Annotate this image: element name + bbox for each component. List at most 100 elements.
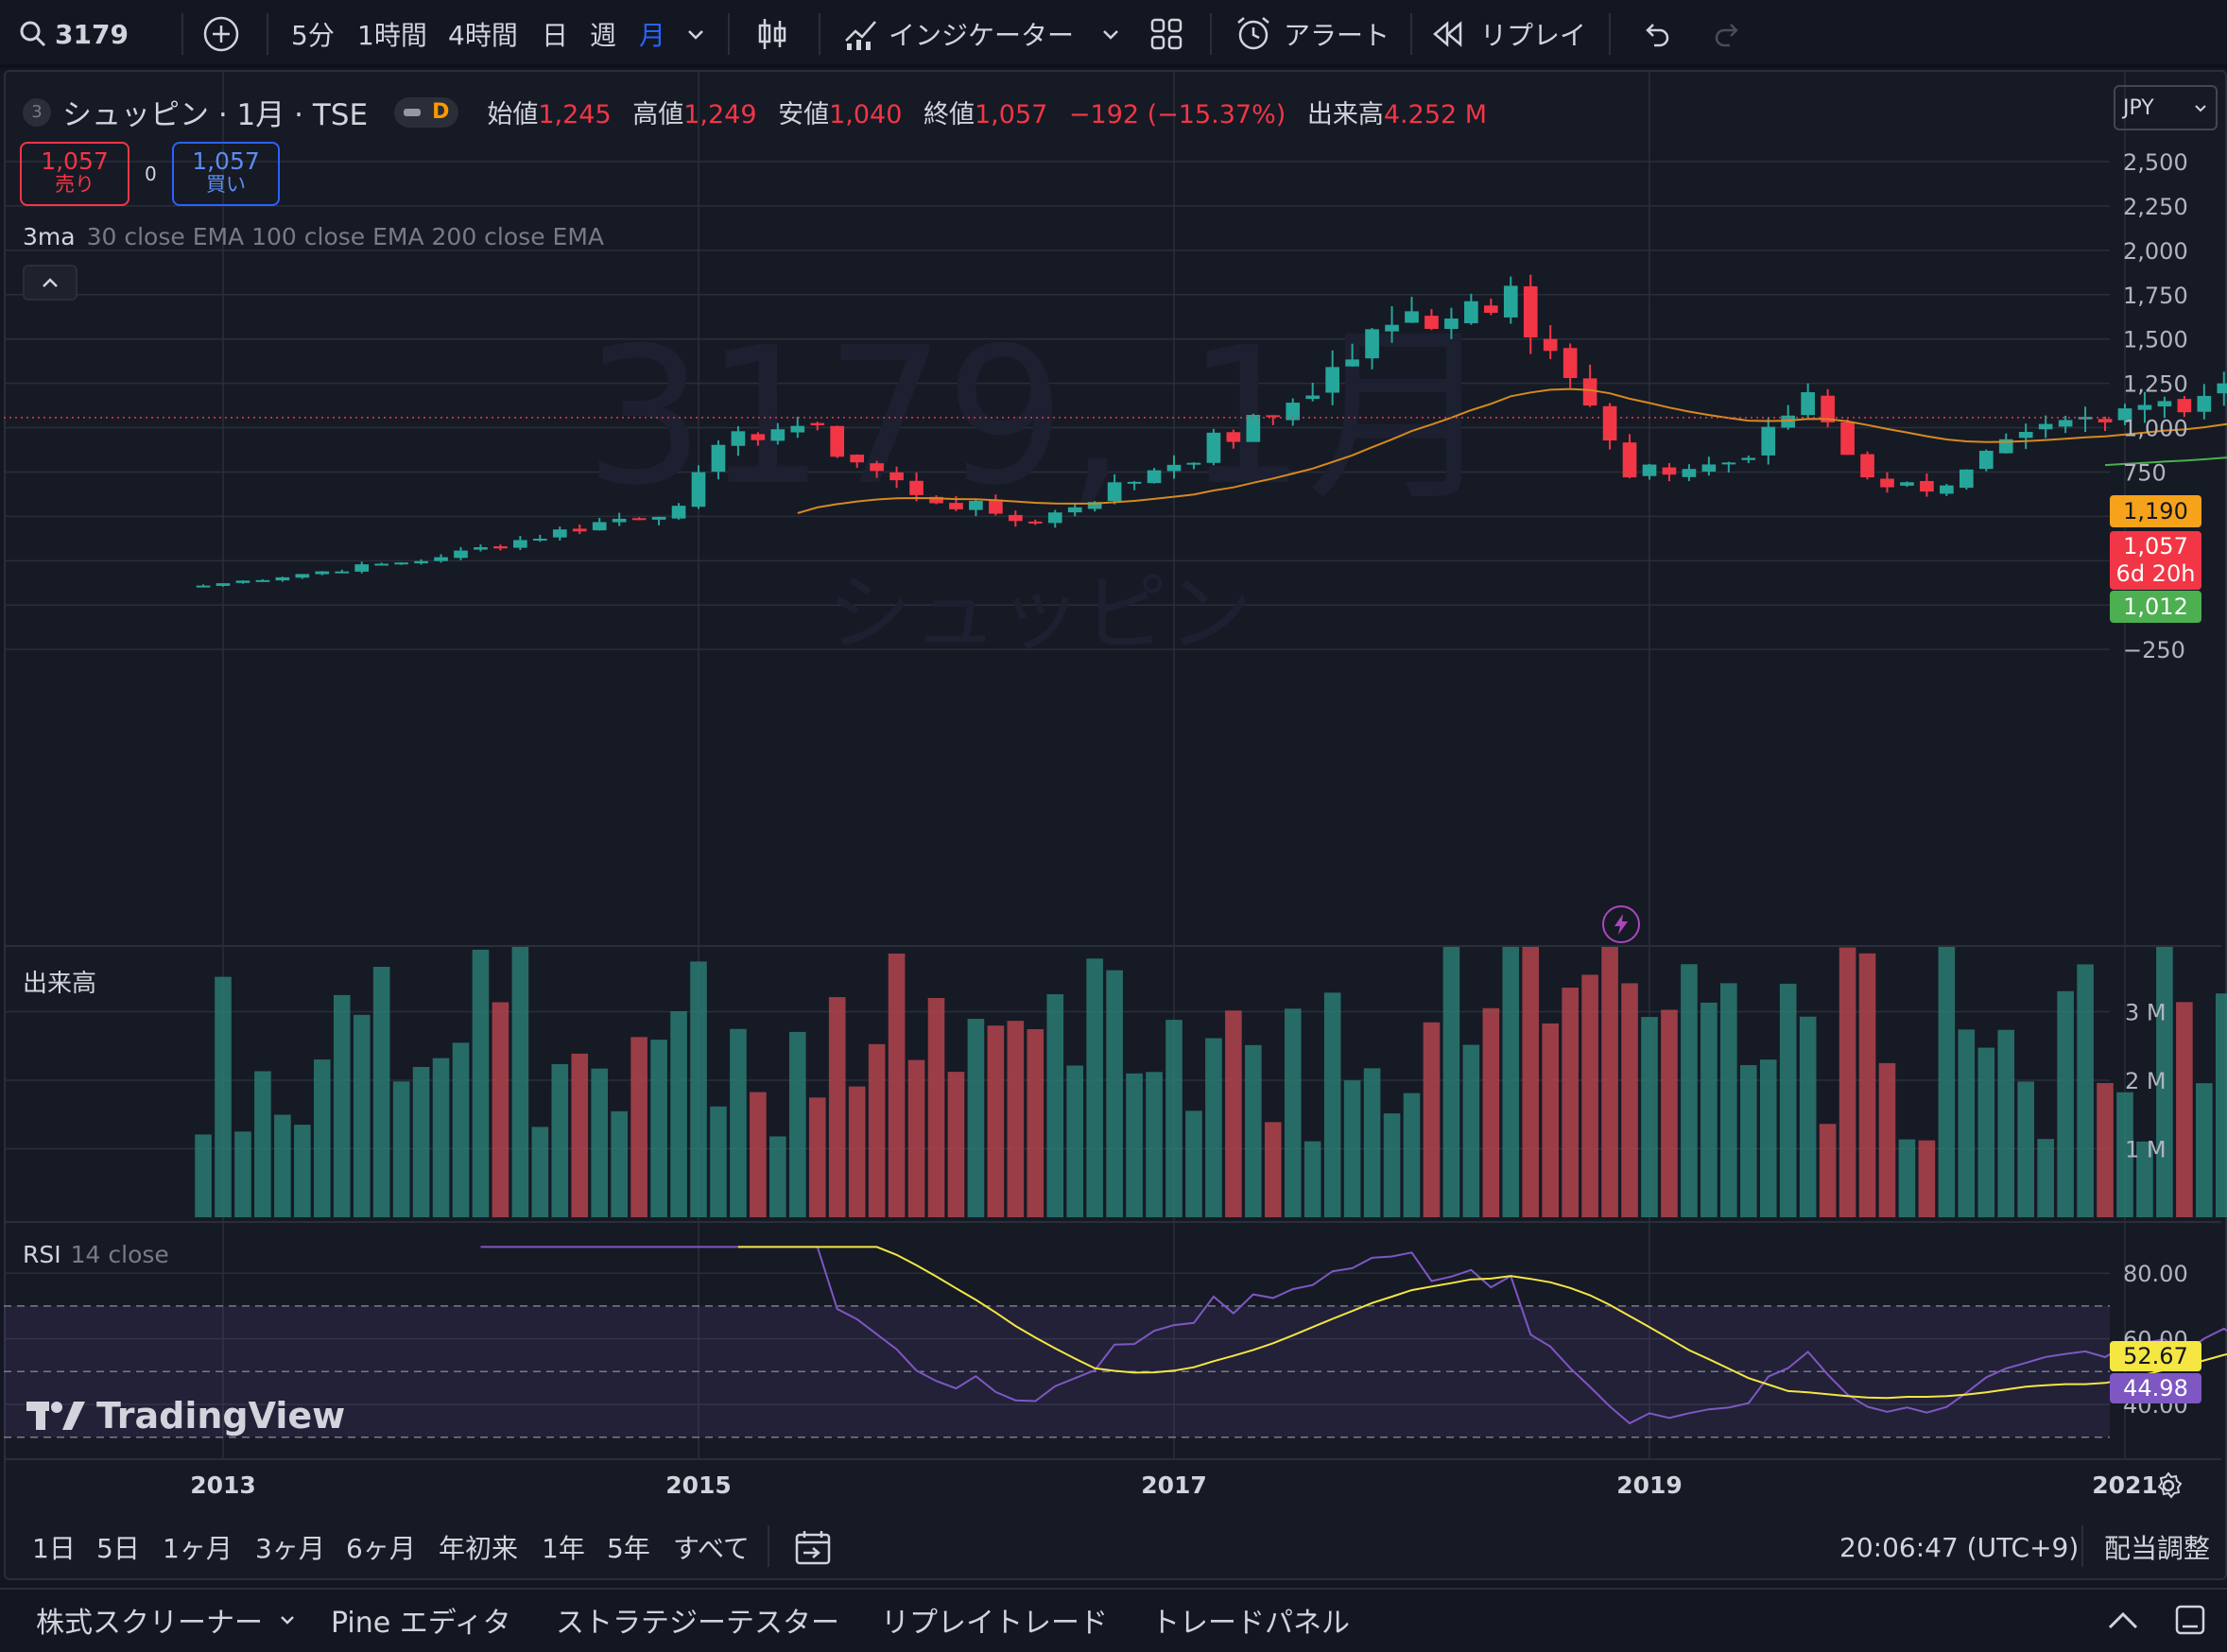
volume-bar [1482,1007,1500,1217]
interval-month[interactable]: 月 [639,20,666,51]
ma-indicator-params: 30 close EMA 100 close EMA 200 close EMA [86,223,604,250]
chart-canvas[interactable]: 3179, 1月 シュッピン −25002505007501,0001,2501… [0,0,2227,1588]
candle-body [1741,457,1756,460]
range-5y[interactable]: 5年 [607,1533,650,1564]
undo-button[interactable] [1641,0,1671,68]
chart-settings-button[interactable] [2151,1469,2185,1503]
sell-label: 売り [55,173,95,196]
candle-body [870,463,884,472]
clock[interactable]: 20:06:47 (UTC+9) [1839,1531,2080,1563]
tab-strategy-tester[interactable]: ストラテジーテスター [556,1607,839,1640]
ema100-price-tag: 1,012 [2110,591,2201,623]
indicators-dropdown[interactable] [1099,0,1122,68]
candle-body [474,546,488,550]
candle-body [612,518,627,523]
candle-body [1503,285,1518,318]
currency-select[interactable]: JPY [2114,85,2218,130]
ma-indicator-legend[interactable]: 3ma 30 close EMA 100 close EMA 200 close… [23,223,604,250]
rsi-legend[interactable]: RSI 14 close [23,1241,169,1268]
candle-body [532,539,547,542]
volume-bar [1522,947,1540,1217]
divider [267,13,268,55]
volume-bar [511,947,529,1217]
volume-bar [1759,1059,1777,1217]
interval-1h[interactable]: 1時間 [357,20,427,51]
ema30-line [797,387,2227,514]
candle-body [770,429,785,441]
volume-bar [1720,983,1737,1217]
volume-pane-title[interactable]: 出来高 [23,970,97,998]
range-6m[interactable]: 6ヶ月 [346,1533,416,1564]
rsi-ma-line [737,1246,2227,1400]
volume-bar [2176,1002,2193,1217]
volume-bar [1245,1044,1262,1217]
candle-body [1662,467,1677,475]
alert-button[interactable]: アラート [1234,0,1390,68]
symbol-legend[interactable]: 3 シュッピン · 1月 · TSE D 始値1,245 高値1,249 安値1… [23,91,1500,133]
range-all[interactable]: すべて [673,1533,750,1564]
candle-body [929,496,943,504]
symbol-title: シュッピン · 1月 · TSE [62,98,369,132]
candle-body [1325,367,1340,393]
volume-bar [1066,1065,1084,1217]
candle-body [1920,480,1934,492]
tab-stock-screener[interactable]: 株式スクリーナー [36,1588,297,1652]
layouts-button[interactable] [1149,0,1183,68]
range-3m[interactable]: 3ヶ月 [255,1533,325,1564]
buy-button[interactable]: 1,057 買い [172,142,280,206]
volume-bar [1205,1038,1222,1217]
chart-type-button[interactable] [756,0,788,68]
chevron-up-icon [2108,1611,2138,1629]
maximize-panel-button[interactable] [2174,1588,2206,1652]
indicators-button[interactable]: インジケーター [843,0,1074,68]
chevron-up-icon [43,278,58,287]
interval-day[interactable]: 日 [542,20,569,51]
volume-bar [1185,1110,1202,1217]
candle-body [1642,464,1657,476]
volume-bar [2017,1081,2035,1217]
candle-body [1900,482,1914,486]
interval-5m[interactable]: 5分 [291,20,335,51]
replay-button[interactable]: リプレイ [1431,0,1586,68]
interval-week[interactable]: 週 [590,20,617,51]
volume-bar [1681,964,1698,1217]
range-1m[interactable]: 1ヶ月 [163,1533,233,1564]
volume-bar [1106,970,1123,1217]
events-button[interactable] [1602,905,1640,943]
candle-body [1761,426,1776,456]
collapse-legend-button[interactable] [23,265,78,301]
rewind-icon [1433,21,1462,47]
redo-button[interactable] [1713,0,1743,68]
candles [196,274,2227,588]
replay-label: リプレイ [1480,20,1587,51]
add-symbol-button[interactable] [202,0,240,68]
range-5d[interactable]: 5日 [96,1533,140,1564]
volume-bar [1323,992,1341,1217]
tradingview-logo[interactable]: TradingView [26,1395,345,1437]
volume-bar [1442,947,1460,1217]
candle-body [1523,285,1538,338]
expand-panel-button[interactable] [2106,1588,2140,1652]
sell-button[interactable]: 1,057 売り [20,142,129,206]
tab-pine-editor[interactable]: Pine エディタ [331,1607,511,1640]
undo-icon [1646,24,1669,47]
interval-4h[interactable]: 4時間 [448,20,518,51]
candle-body [216,583,231,586]
goto-date-button[interactable] [794,1518,832,1576]
volume-bar [1165,1020,1183,1217]
dividend-adjust-toggle[interactable]: 配当調整 [2104,1533,2211,1564]
range-1d[interactable]: 1日 [32,1533,76,1564]
volume-bar [571,1053,589,1217]
volume-bar [2156,947,2173,1217]
range-ytd[interactable]: 年初来 [439,1533,519,1564]
interval-dropdown[interactable] [684,0,707,68]
divider [819,13,820,55]
symbol-search[interactable]: 3179 [19,0,129,68]
candle-body [1147,470,1162,484]
tab-trade-panel[interactable]: トレードパネル [1151,1607,1350,1640]
range-1y[interactable]: 1年 [542,1533,585,1564]
tab-replay-trade[interactable]: リプレイトレード [881,1607,1108,1640]
market-status-badge[interactable]: D [394,96,459,128]
volume-bar [392,1081,410,1217]
candle-body [354,564,370,572]
